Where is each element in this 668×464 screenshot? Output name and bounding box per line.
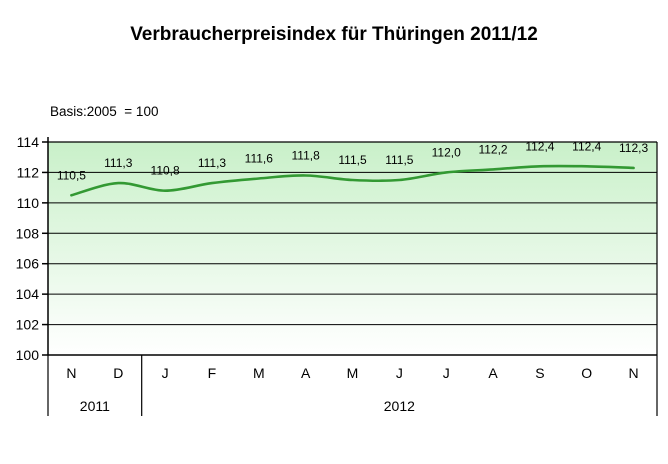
y-tick-label: 112 xyxy=(17,164,40,180)
y-tick-label: 106 xyxy=(16,256,40,272)
data-label: 111,5 xyxy=(338,153,367,167)
data-label: 111,3 xyxy=(198,156,227,170)
year-group-label: 2011 xyxy=(80,398,110,414)
x-tick-label: N xyxy=(66,365,76,381)
y-tick-label: 110 xyxy=(17,195,40,211)
x-tick-label: J xyxy=(162,365,169,381)
series-line xyxy=(70,164,635,197)
data-label: 111,5 xyxy=(385,153,414,167)
data-label: 111,3 xyxy=(104,156,133,170)
year-group-label: 2012 xyxy=(384,398,415,414)
data-label: 112,0 xyxy=(432,145,461,159)
data-label: 112,4 xyxy=(572,139,601,153)
x-tick-label: N xyxy=(629,365,639,381)
x-tick-label: J xyxy=(443,365,450,381)
chart-title: Verbraucherpreisindex für Thüringen 2011… xyxy=(130,24,538,45)
y-tick-label: 108 xyxy=(16,225,40,241)
x-tick-label: S xyxy=(535,365,544,381)
y-tick-label: 114 xyxy=(17,134,40,150)
x-tick-label: A xyxy=(301,365,311,381)
y-tick-label: 104 xyxy=(16,286,40,302)
data-label: 110,8 xyxy=(151,164,180,178)
x-tick-label: O xyxy=(581,365,592,381)
data-label: 111,8 xyxy=(292,148,321,162)
data-label: 112,4 xyxy=(525,139,554,153)
y-tick-label: 102 xyxy=(16,317,40,333)
x-tick-label: J xyxy=(396,365,403,381)
data-label: 112,3 xyxy=(619,141,648,155)
x-tick-label: A xyxy=(488,365,498,381)
data-label: 112,2 xyxy=(478,142,507,156)
data-label: 111,6 xyxy=(245,152,274,166)
y-tick-label: 100 xyxy=(16,347,40,363)
plot-area xyxy=(48,142,657,355)
x-tick-label: M xyxy=(253,365,265,381)
x-tick-label: M xyxy=(347,365,359,381)
chart-subtitle: Basis:2005 = 100 xyxy=(50,104,159,119)
x-tick-label: F xyxy=(208,365,217,381)
x-tick-label: D xyxy=(113,365,123,381)
data-label: 110,5 xyxy=(57,168,86,182)
